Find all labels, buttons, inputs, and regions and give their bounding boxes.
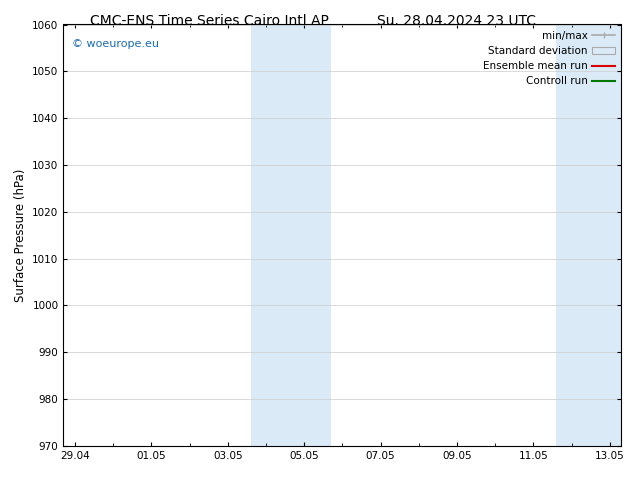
Bar: [557, 24, 621, 446]
Text: © woeurope.eu: © woeurope.eu: [72, 39, 158, 49]
Text: CMC-ENS Time Series Cairo Intl AP: CMC-ENS Time Series Cairo Intl AP: [90, 14, 328, 28]
Y-axis label: Surface Pressure (hPa): Surface Pressure (hPa): [14, 169, 27, 302]
Legend: min/max, Standard deviation, Ensemble mean run, Controll run: min/max, Standard deviation, Ensemble me…: [479, 26, 619, 91]
Text: Su. 28.04.2024 23 UTC: Su. 28.04.2024 23 UTC: [377, 14, 536, 28]
Bar: [250, 24, 331, 446]
